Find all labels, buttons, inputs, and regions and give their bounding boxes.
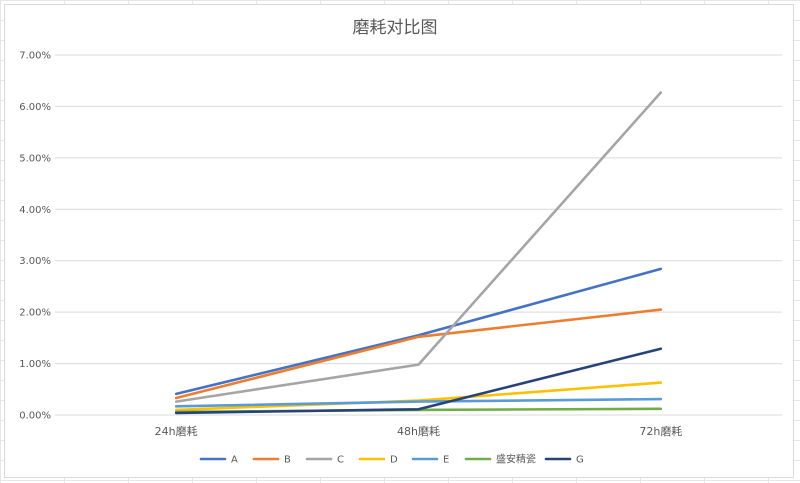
legend-label: B bbox=[284, 455, 291, 466]
series-line-6 bbox=[174, 347, 663, 415]
y-tick-label: 2.00% bbox=[19, 308, 51, 319]
legend-label: A bbox=[231, 455, 238, 466]
legend-label: 盛安精瓷 bbox=[496, 453, 536, 466]
legend-label: G bbox=[576, 455, 584, 466]
y-tick-label: 4.00% bbox=[19, 205, 51, 216]
y-tick-label: 6.00% bbox=[19, 102, 51, 113]
x-category-label: 48h磨耗 bbox=[397, 425, 440, 438]
x-category-label: 24h磨耗 bbox=[155, 425, 198, 438]
x-category-label: 72h磨耗 bbox=[639, 425, 682, 438]
y-tick-label: 3.00% bbox=[19, 256, 51, 267]
chart-title: 磨耗对比图 bbox=[353, 18, 438, 38]
y-tick-label: 7.00% bbox=[19, 51, 51, 62]
line-chart: 磨耗对比图 0.00% 1.00% 2.00% 3.00% 4.00% 5.00% 6.00… bbox=[19, 18, 782, 466]
legend-label: E bbox=[443, 455, 449, 466]
y-axis-ticks: 0.00% 1.00% 2.00% 3.00% 4.00% 5.00% 6.00% 7.00% bbox=[19, 51, 51, 422]
legend-label: D bbox=[390, 455, 398, 466]
series-line-2 bbox=[174, 91, 663, 403]
series-lines bbox=[174, 91, 663, 415]
y-tick-label: 1.00% bbox=[19, 359, 51, 370]
y-tick-label: 0.00% bbox=[19, 411, 51, 422]
gridlines bbox=[55, 54, 782, 416]
legend-label: C bbox=[337, 455, 344, 466]
legend: A B C D E 盛安精瓷 G bbox=[199, 453, 584, 466]
y-tick-label: 5.00% bbox=[19, 153, 51, 164]
series-line-0 bbox=[174, 267, 663, 396]
series-line-1 bbox=[174, 308, 663, 400]
x-axis-categories: 24h磨耗 48h磨耗 72h磨耗 bbox=[155, 425, 683, 438]
series-line-4 bbox=[174, 397, 663, 408]
chart-area: 磨耗对比图 0.00% 1.00% 2.00% 3.00% 4.00% 5.00% 6.00… bbox=[4, 4, 794, 478]
